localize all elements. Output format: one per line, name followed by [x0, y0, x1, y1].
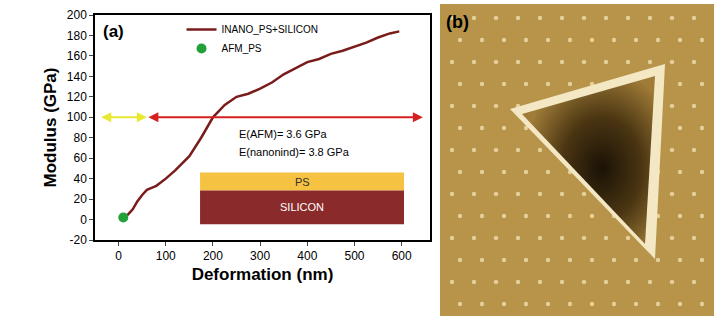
svg-text:120: 120	[67, 90, 87, 104]
svg-text:Modulus (GPa): Modulus (GPa)	[41, 68, 60, 188]
svg-text:160: 160	[67, 49, 87, 63]
svg-text:80: 80	[73, 131, 87, 145]
svg-text:(a): (a)	[103, 22, 124, 41]
svg-text:E(nanonind)= 3.8 GPa: E(nanonind)= 3.8 GPa	[239, 146, 350, 158]
svg-text:(b): (b)	[446, 12, 469, 32]
svg-text:500: 500	[344, 249, 364, 263]
svg-text:-20: -20	[70, 233, 88, 247]
svg-text:E(AFM)= 3.6 GPa: E(AFM)= 3.6 GPa	[239, 128, 328, 140]
svg-text:60: 60	[73, 151, 87, 165]
svg-text:300: 300	[250, 249, 270, 263]
svg-text:AFM_PS: AFM_PS	[222, 43, 262, 54]
svg-text:600: 600	[392, 249, 412, 263]
svg-text:40: 40	[73, 172, 87, 186]
svg-text:200: 200	[203, 249, 223, 263]
svg-text:20: 20	[73, 192, 87, 206]
svg-text:SILICON: SILICON	[280, 201, 324, 213]
svg-text:PS: PS	[295, 176, 310, 188]
svg-text:INANO_PS+SILICON: INANO_PS+SILICON	[222, 24, 318, 35]
svg-text:100: 100	[67, 110, 87, 124]
svg-text:Deformation (nm): Deformation (nm)	[192, 265, 334, 284]
svg-text:140: 140	[67, 70, 87, 84]
svg-text:100: 100	[156, 249, 176, 263]
svg-text:200: 200	[67, 8, 87, 22]
svg-text:0: 0	[115, 249, 122, 263]
svg-text:0: 0	[80, 213, 87, 227]
svg-text:400: 400	[297, 249, 317, 263]
svg-text:180: 180	[67, 29, 87, 43]
